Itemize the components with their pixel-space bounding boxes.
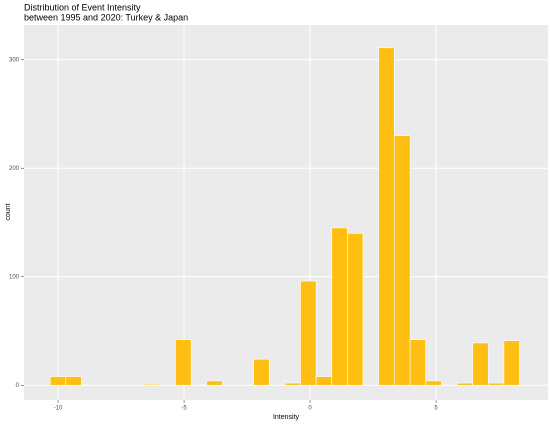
x-tick-label: 5 [434, 406, 438, 412]
bar [315, 376, 333, 386]
x-tick-label: 0 [308, 406, 312, 412]
y-tick-label: 200 [9, 166, 20, 172]
bar [378, 47, 395, 386]
panel [24, 25, 548, 400]
y-axis-label: count [5, 203, 12, 220]
bar [300, 280, 317, 386]
bar [472, 342, 489, 386]
bar [347, 233, 364, 386]
chart-title: Distribution of Event Intensity [24, 2, 141, 12]
bar [284, 382, 301, 386]
bar [393, 135, 411, 386]
y-tick-label: 0 [16, 383, 20, 389]
bar [503, 340, 520, 386]
bar [49, 376, 67, 386]
bar [456, 382, 473, 386]
bar [331, 227, 348, 386]
bar [175, 339, 192, 386]
bar [206, 380, 223, 386]
bar [487, 382, 505, 386]
bar [65, 376, 82, 386]
bar [143, 383, 160, 386]
bar [425, 380, 442, 386]
bar [253, 358, 270, 386]
chart-subtitle: between 1995 and 2020: Turkey & Japan [24, 12, 188, 22]
y-tick-label: 100 [9, 274, 20, 280]
x-tick-label: -10 [54, 406, 63, 412]
y-tick-label: 300 [9, 57, 20, 63]
x-tick-label: -5 [181, 406, 187, 412]
x-axis-label: Intensity [273, 414, 300, 421]
bar [409, 339, 427, 386]
